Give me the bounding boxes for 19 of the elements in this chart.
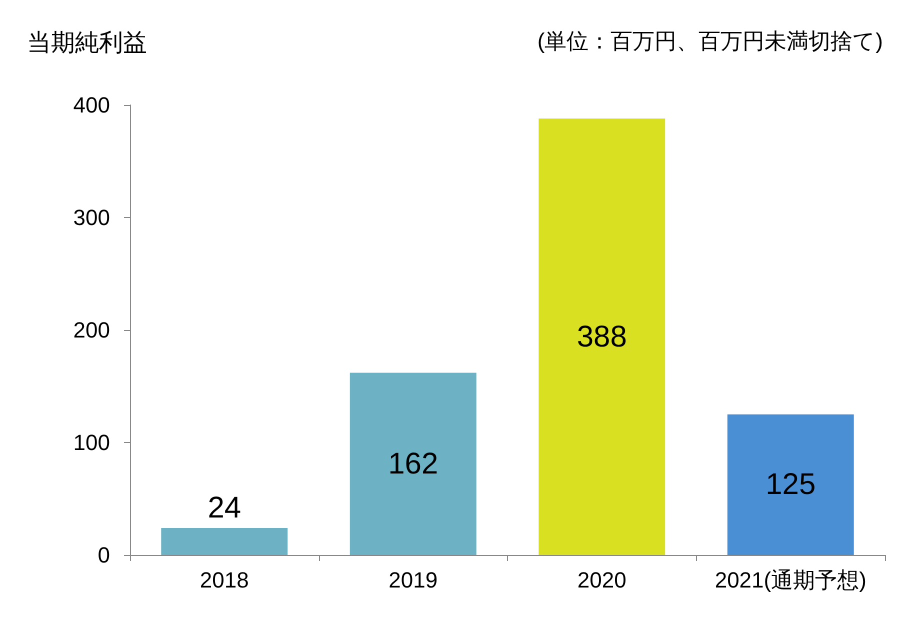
y-tick-label: 100 [73,430,110,455]
x-tick-label: 2019 [388,568,438,592]
data-label: 388 [576,320,627,354]
data-label: 162 [388,447,438,480]
data-label: 24 [208,492,242,524]
bar [727,414,854,555]
data-label: 125 [766,468,816,502]
bar [161,528,288,555]
bar [350,372,476,555]
y-tick-label: 300 [73,205,110,230]
x-tick-label: 2021(通期予想) [714,568,866,592]
bar [538,118,666,555]
chart-title: 当期純利益 [27,30,147,56]
y-tick-label: 200 [73,318,110,342]
text: (単位：百万円、百万円未満切捨て) [537,28,884,54]
x-tick-label: 2020 [577,568,626,592]
y-tick-label: 0 [98,542,110,568]
y-tick-label: 400 [73,92,110,118]
x-tick-label: 2018 [200,568,249,592]
